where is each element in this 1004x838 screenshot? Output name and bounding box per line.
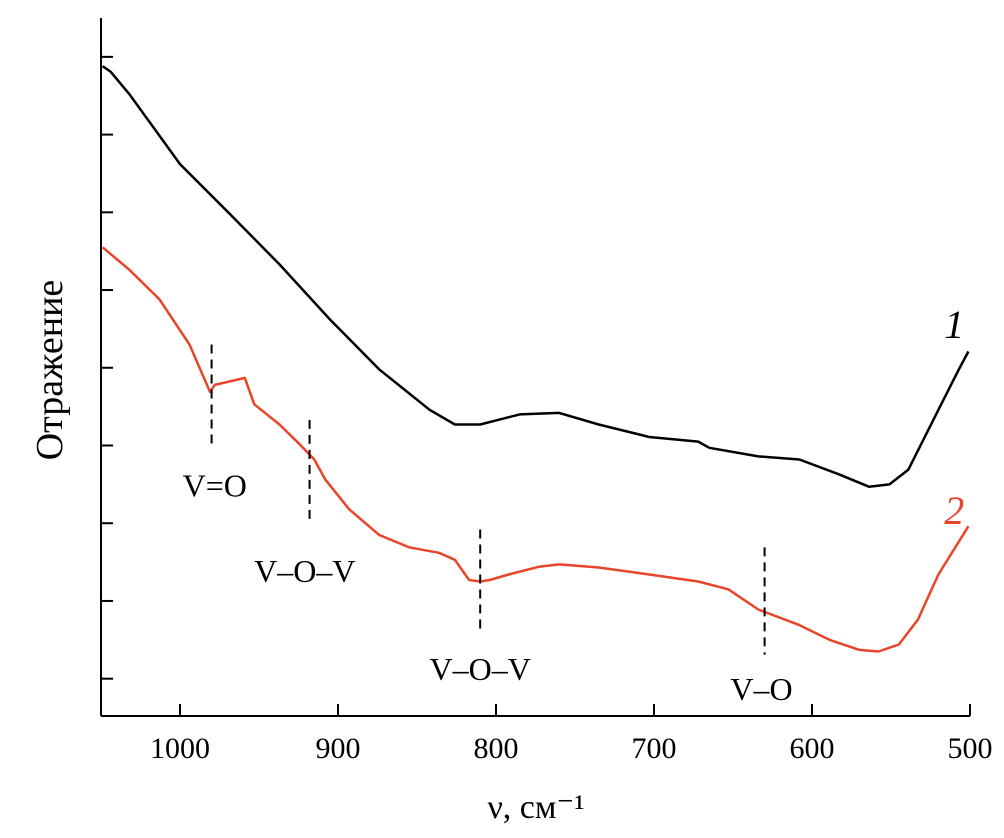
- series-line-1: [101, 65, 970, 488]
- x-tick-label: 600: [790, 732, 835, 765]
- annotation-label: V–O–V: [430, 651, 531, 687]
- x-tick-label: 800: [474, 732, 519, 765]
- series-label: 2: [944, 488, 964, 533]
- x-tick-label: 1000: [150, 732, 210, 765]
- annotations-group: V=O V–O–V V–O–V V–O 1 2: [183, 302, 965, 707]
- x-tick-label: 700: [632, 732, 677, 765]
- axes: 1000 900 800 700 600 500: [100, 18, 993, 765]
- x-tick-label: 500: [948, 732, 993, 765]
- series-line-2: [101, 246, 970, 653]
- x-tick-label: 900: [316, 732, 361, 765]
- series-group: [101, 65, 970, 653]
- x-axis-label: ν, см⁻¹: [487, 789, 584, 826]
- series-label: 1: [944, 302, 964, 347]
- annotation-label: V=O: [183, 467, 247, 503]
- annotation-label: V–O: [730, 671, 792, 707]
- y-axis-label: Отражение: [29, 280, 71, 461]
- annotation-label: V–O–V: [254, 553, 355, 589]
